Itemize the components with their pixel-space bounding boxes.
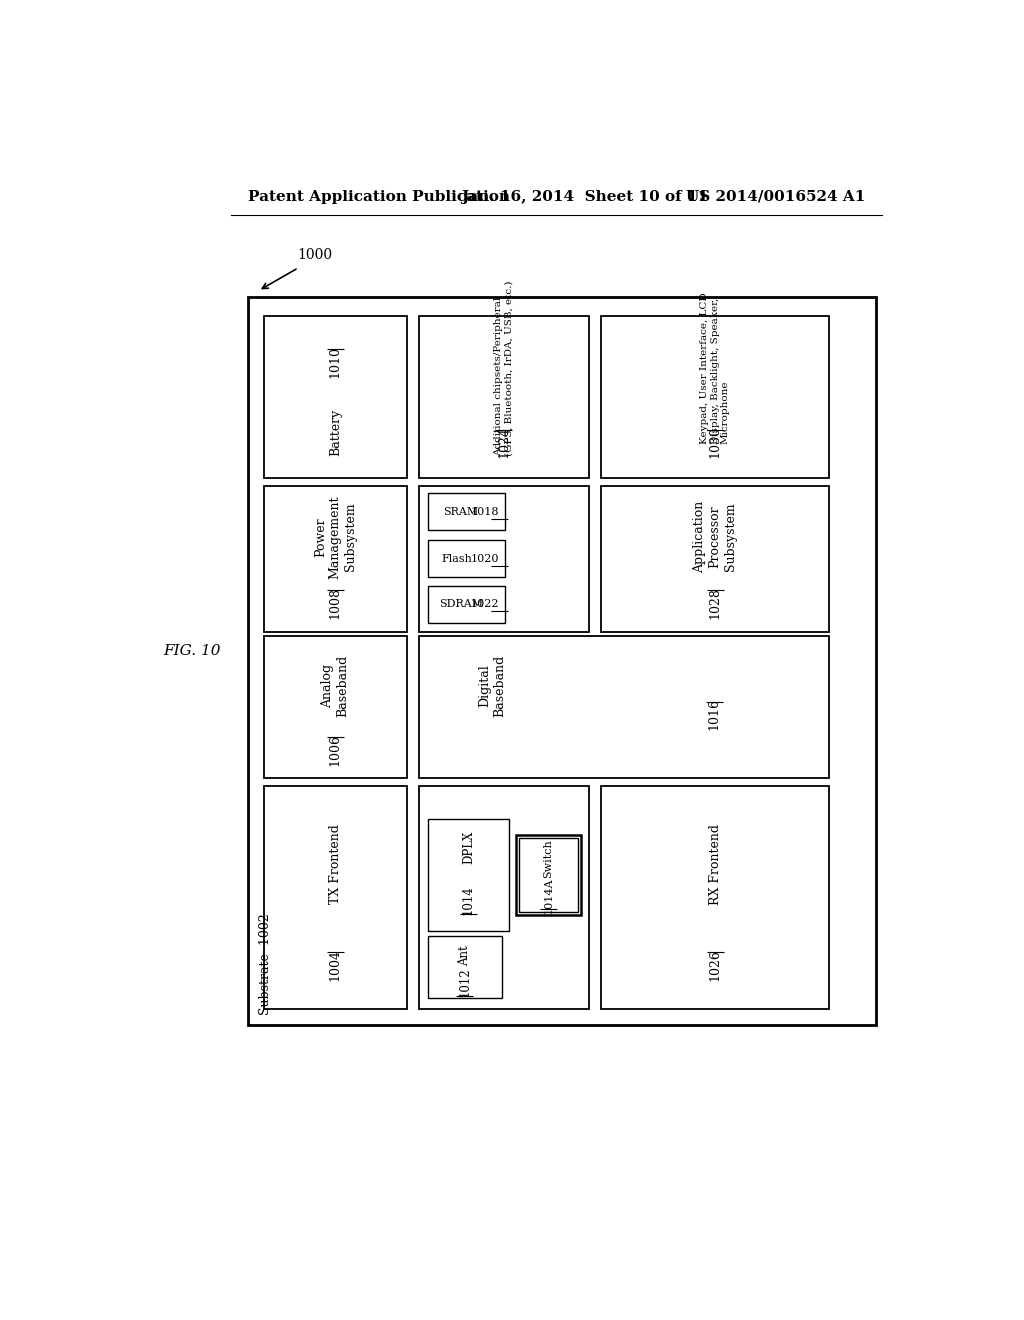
Text: Ant: Ant <box>458 945 471 966</box>
Text: SRAM: SRAM <box>443 507 478 517</box>
Text: SDRAM: SDRAM <box>438 599 483 610</box>
Text: Additional chipsets/Peripheral
(GPS, Bluetooth, IrDA, USB, etc.): Additional chipsets/Peripheral (GPS, Blu… <box>495 280 514 455</box>
Text: Power
Management
Subsystem: Power Management Subsystem <box>313 495 356 578</box>
Text: RX Frontend: RX Frontend <box>709 824 722 904</box>
Bar <box>263 317 407 478</box>
Text: Jan. 16, 2014  Sheet 10 of 11: Jan. 16, 2014 Sheet 10 of 11 <box>461 190 709 203</box>
Text: Digital
Baseband: Digital Baseband <box>478 655 507 717</box>
Bar <box>601 486 829 632</box>
Text: Battery: Battery <box>329 409 342 457</box>
Text: Analog
Baseband: Analog Baseband <box>322 655 349 717</box>
Bar <box>263 636 407 779</box>
Bar <box>428 494 506 531</box>
Text: 1026: 1026 <box>709 949 722 981</box>
Text: 1030: 1030 <box>709 426 722 458</box>
Bar <box>248 297 876 1024</box>
Text: US 2014/0016524 A1: US 2014/0016524 A1 <box>686 190 865 203</box>
Text: 1008: 1008 <box>329 586 342 619</box>
Bar <box>428 540 506 577</box>
Text: Substrate  1002: Substrate 1002 <box>259 913 272 1015</box>
Text: 1024: 1024 <box>498 426 510 458</box>
Text: TX Frontend: TX Frontend <box>329 824 342 904</box>
Bar <box>419 636 829 779</box>
Bar <box>601 317 829 478</box>
Text: 1010: 1010 <box>329 346 342 378</box>
Text: Application
Processor
Subsystem: Application Processor Subsystem <box>693 500 736 573</box>
Text: 1014A: 1014A <box>544 876 553 913</box>
Text: 1006: 1006 <box>329 734 342 766</box>
Text: 1014: 1014 <box>462 884 475 915</box>
Bar <box>428 936 502 998</box>
Text: Flash: Flash <box>442 554 473 564</box>
Bar <box>419 785 589 1010</box>
Bar <box>419 486 589 632</box>
Bar <box>518 838 579 912</box>
Text: 1022: 1022 <box>471 599 500 610</box>
Text: 1028: 1028 <box>709 587 722 619</box>
Text: 1000: 1000 <box>297 248 332 263</box>
Text: 1020: 1020 <box>471 554 500 564</box>
Bar <box>419 317 589 478</box>
Text: 1018: 1018 <box>471 507 500 517</box>
Bar <box>263 486 407 632</box>
Text: 1004: 1004 <box>329 949 342 981</box>
Bar <box>263 785 407 1010</box>
Text: Switch: Switch <box>544 840 553 878</box>
Text: FIG. 10: FIG. 10 <box>163 644 220 659</box>
Bar <box>601 785 829 1010</box>
Text: 1016: 1016 <box>708 698 721 730</box>
Text: Keypad, User Interface, LCD
Display, Backlight, Speaker,
Microphone: Keypad, User Interface, LCD Display, Bac… <box>700 292 730 444</box>
Bar <box>428 586 506 623</box>
Text: DPLX: DPLX <box>462 830 475 865</box>
Text: 1012: 1012 <box>458 968 471 997</box>
Text: Patent Application Publication: Patent Application Publication <box>248 190 510 203</box>
Bar <box>515 834 582 916</box>
Bar <box>428 820 509 931</box>
